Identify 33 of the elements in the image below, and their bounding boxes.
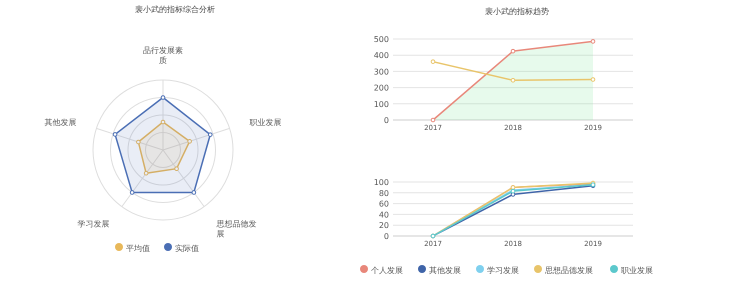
spoke-label: 职业发展: [250, 118, 282, 127]
y-tick-label: 60: [378, 200, 389, 209]
spoke-label: 学习发展: [78, 220, 110, 229]
legend-label: 职业发展: [621, 266, 653, 275]
spoke-label: 品行发展素质: [143, 46, 183, 65]
y-tick-label: 200: [374, 84, 389, 93]
y-tick-label: 500: [374, 35, 389, 44]
spoke-label: 思想品德发展: [215, 220, 256, 239]
legend-label: 学习发展: [487, 266, 519, 275]
legend-item: 平均值: [115, 243, 150, 253]
legend-item: 实际值: [164, 243, 199, 253]
legend-item: 其他发展: [418, 265, 461, 275]
legend-label: 个人发展: [371, 266, 403, 275]
y-tick-label: 400: [374, 51, 389, 60]
legend-item: 学习发展: [476, 265, 519, 275]
y-tick-label: 0: [384, 116, 389, 125]
y-tick-label: 100: [374, 178, 389, 187]
legend-label: 思想品德发展: [544, 266, 593, 275]
y-tick-label: 40: [378, 210, 389, 220]
y-tick-label: 300: [374, 67, 389, 76]
legend-item: 思想品德发展: [534, 265, 593, 275]
legend-item: 职业发展: [610, 265, 653, 275]
legend-label: 实际值: [175, 244, 199, 253]
legend-label: 其他发展: [429, 266, 461, 275]
y-tick-label: 20: [378, 221, 389, 230]
y-tick-label: 100: [374, 100, 389, 109]
legend-label: 平均值: [126, 244, 150, 253]
chart-title: 裴小武的指标综合分析: [135, 5, 215, 14]
chart-title: 裴小武的指标趋势: [485, 7, 549, 16]
spoke-label: 其他发展: [44, 118, 76, 127]
legend-item: 个人发展: [360, 265, 403, 275]
y-tick-label: 80: [378, 188, 389, 198]
y-tick-label: 0: [384, 232, 389, 241]
